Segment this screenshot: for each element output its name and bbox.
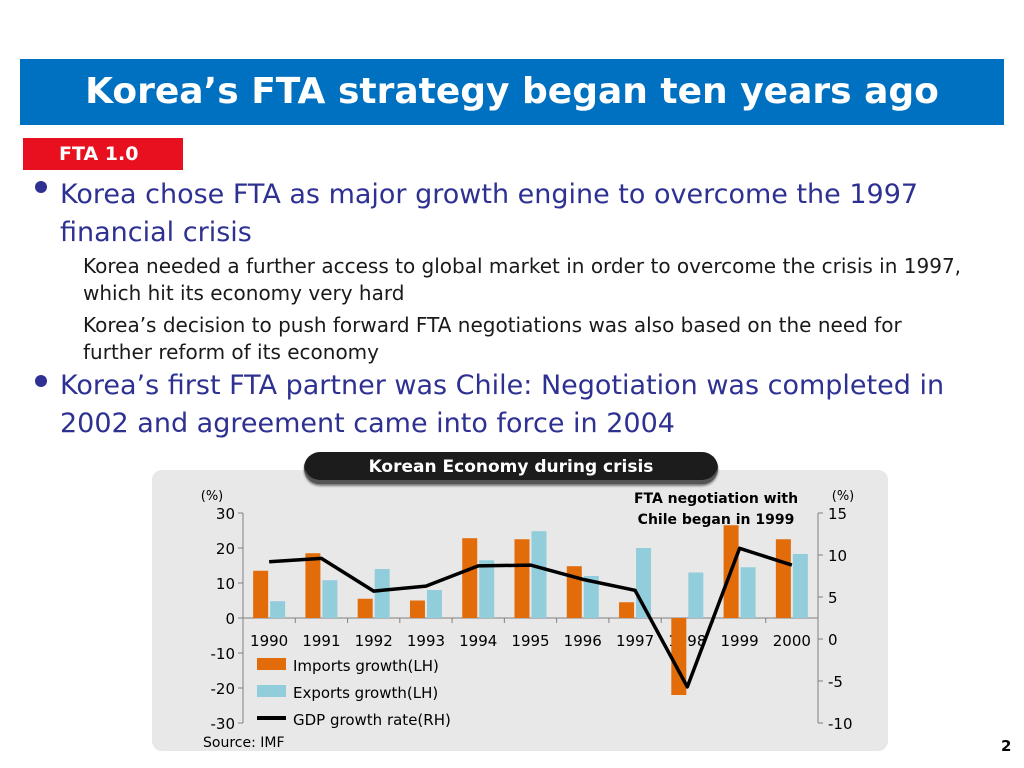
chart-panel (152, 470, 888, 751)
bullet-1: Korea chose FTA as major growth engine t… (60, 179, 919, 248)
fta-tag-label: FTA 1.0 (59, 143, 139, 165)
sub-bullet-1: Korea needed a further access to global … (83, 254, 962, 305)
slide-title: Korea’s FTA strategy began ten years ago (20, 59, 1004, 125)
sub-bullet-2: Korea’s decision to push forward FTA neg… (83, 313, 902, 364)
source-note: Source: IMF (203, 735, 285, 751)
chart-title: Korean Economy during crisis (304, 452, 718, 484)
bullet-dot-2 (35, 375, 47, 387)
fta-tag: FTA 1.0 (23, 138, 183, 170)
page-number: 2 (1001, 737, 1012, 755)
bullet-2: Korea’s first FTA partner was Chile: Neg… (60, 370, 945, 439)
bullet-dot-1 (35, 181, 47, 193)
